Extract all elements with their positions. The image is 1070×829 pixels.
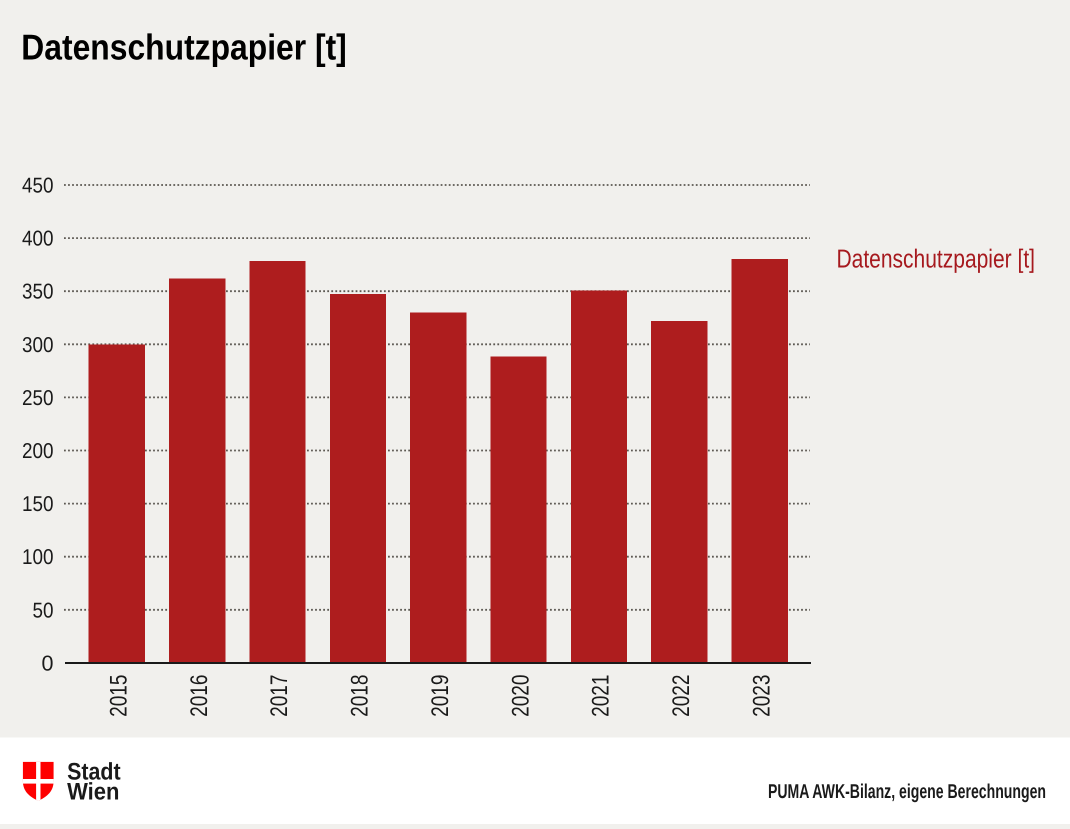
svg-text:Datenschutzpapier [t]: Datenschutzpapier [t] [21, 27, 347, 68]
svg-text:2019: 2019 [427, 675, 454, 717]
svg-text:0: 0 [42, 651, 54, 675]
svg-text:50: 50 [33, 598, 54, 622]
svg-text:100: 100 [22, 545, 54, 569]
svg-text:450: 450 [22, 174, 54, 198]
svg-text:2022: 2022 [668, 675, 695, 717]
svg-text:150: 150 [22, 492, 54, 516]
svg-text:300: 300 [22, 333, 54, 357]
svg-text:200: 200 [22, 439, 54, 463]
svg-text:2021: 2021 [588, 675, 615, 717]
svg-text:Datenschutzpapier [t]: Datenschutzpapier [t] [837, 243, 1036, 273]
svg-text:PUMA AWK-Bilanz, eigene Berech: PUMA AWK-Bilanz, eigene Berechnungen [768, 781, 1046, 803]
svg-text:2017: 2017 [266, 675, 293, 717]
svg-text:250: 250 [22, 386, 54, 410]
svg-text:Wien: Wien [67, 779, 119, 806]
svg-text:2015: 2015 [106, 675, 133, 717]
svg-text:Stadt: Stadt [67, 759, 121, 786]
svg-text:350: 350 [22, 280, 54, 304]
svg-text:2020: 2020 [507, 675, 534, 717]
svg-text:2023: 2023 [748, 675, 775, 717]
svg-text:400: 400 [22, 227, 54, 251]
svg-text:2016: 2016 [186, 675, 213, 717]
svg-text:2018: 2018 [347, 675, 374, 717]
